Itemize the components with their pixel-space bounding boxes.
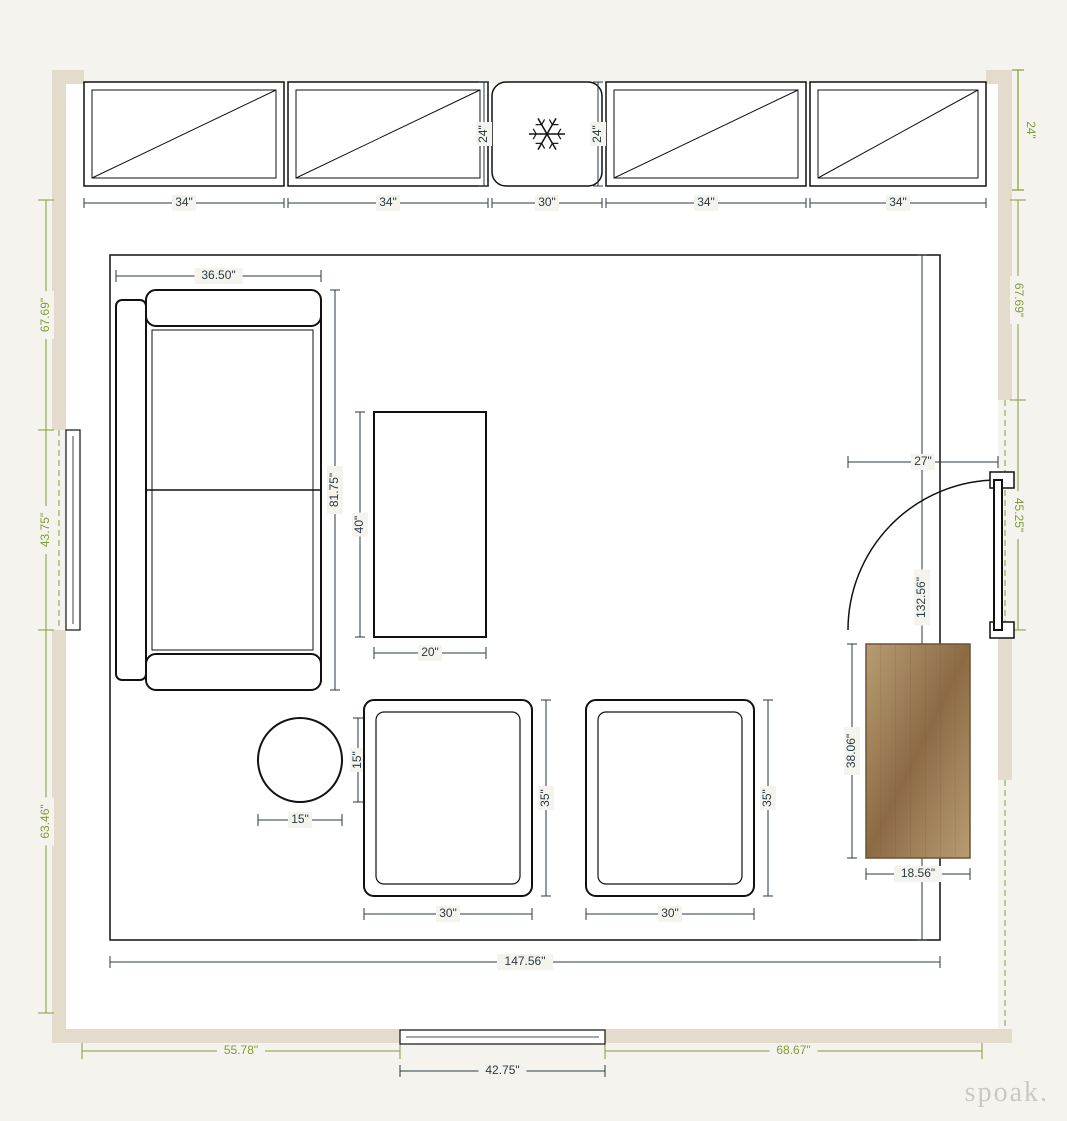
svg-text:55.78": 55.78" — [224, 1043, 258, 1057]
svg-text:38.06": 38.06" — [844, 734, 858, 768]
svg-text:34": 34" — [697, 195, 715, 209]
svg-text:40": 40" — [352, 516, 366, 534]
svg-text:27": 27" — [914, 454, 932, 468]
svg-text:24": 24" — [476, 125, 490, 143]
svg-text:15": 15" — [350, 751, 364, 769]
floor-plan-svg: 24" 67.69" 43.75" 63.46" 67.69" 45.25" 55.78" 4… — [0, 0, 1067, 1121]
svg-text:30": 30" — [439, 906, 457, 920]
svg-text:63.46": 63.46" — [38, 804, 52, 838]
svg-text:34": 34" — [889, 195, 907, 209]
svg-text:68.67": 68.67" — [776, 1043, 810, 1057]
svg-text:34": 34" — [379, 195, 397, 209]
svg-text:43.75": 43.75" — [38, 513, 52, 547]
svg-text:42.75": 42.75" — [485, 1063, 519, 1077]
wall-dim-top-right: 24" — [1024, 121, 1038, 139]
svg-text:24": 24" — [590, 125, 604, 143]
svg-text:35": 35" — [760, 789, 774, 807]
svg-text:36.50": 36.50" — [201, 268, 235, 282]
svg-text:20": 20" — [421, 645, 439, 659]
floor-plan-stage: 24" 67.69" 43.75" 63.46" 67.69" 45.25" 55.78" 4… — [0, 0, 1067, 1121]
watermark: spoak. — [965, 1077, 1049, 1109]
svg-text:147.56": 147.56" — [505, 954, 546, 968]
svg-text:132.56": 132.56" — [914, 577, 928, 618]
svg-text:18.56": 18.56" — [901, 866, 935, 880]
svg-text:30": 30" — [538, 195, 556, 209]
side-table — [258, 718, 342, 802]
svg-text:81.75": 81.75" — [327, 473, 341, 507]
coffee-table — [374, 412, 486, 637]
svg-text:15": 15" — [291, 812, 309, 826]
svg-text:67.69": 67.69" — [38, 298, 52, 332]
svg-text:67.69": 67.69" — [1012, 283, 1026, 317]
svg-text:30": 30" — [661, 906, 679, 920]
svg-text:34": 34" — [175, 195, 193, 209]
svg-text:35": 35" — [538, 789, 552, 807]
svg-text:45.25": 45.25" — [1012, 498, 1026, 532]
